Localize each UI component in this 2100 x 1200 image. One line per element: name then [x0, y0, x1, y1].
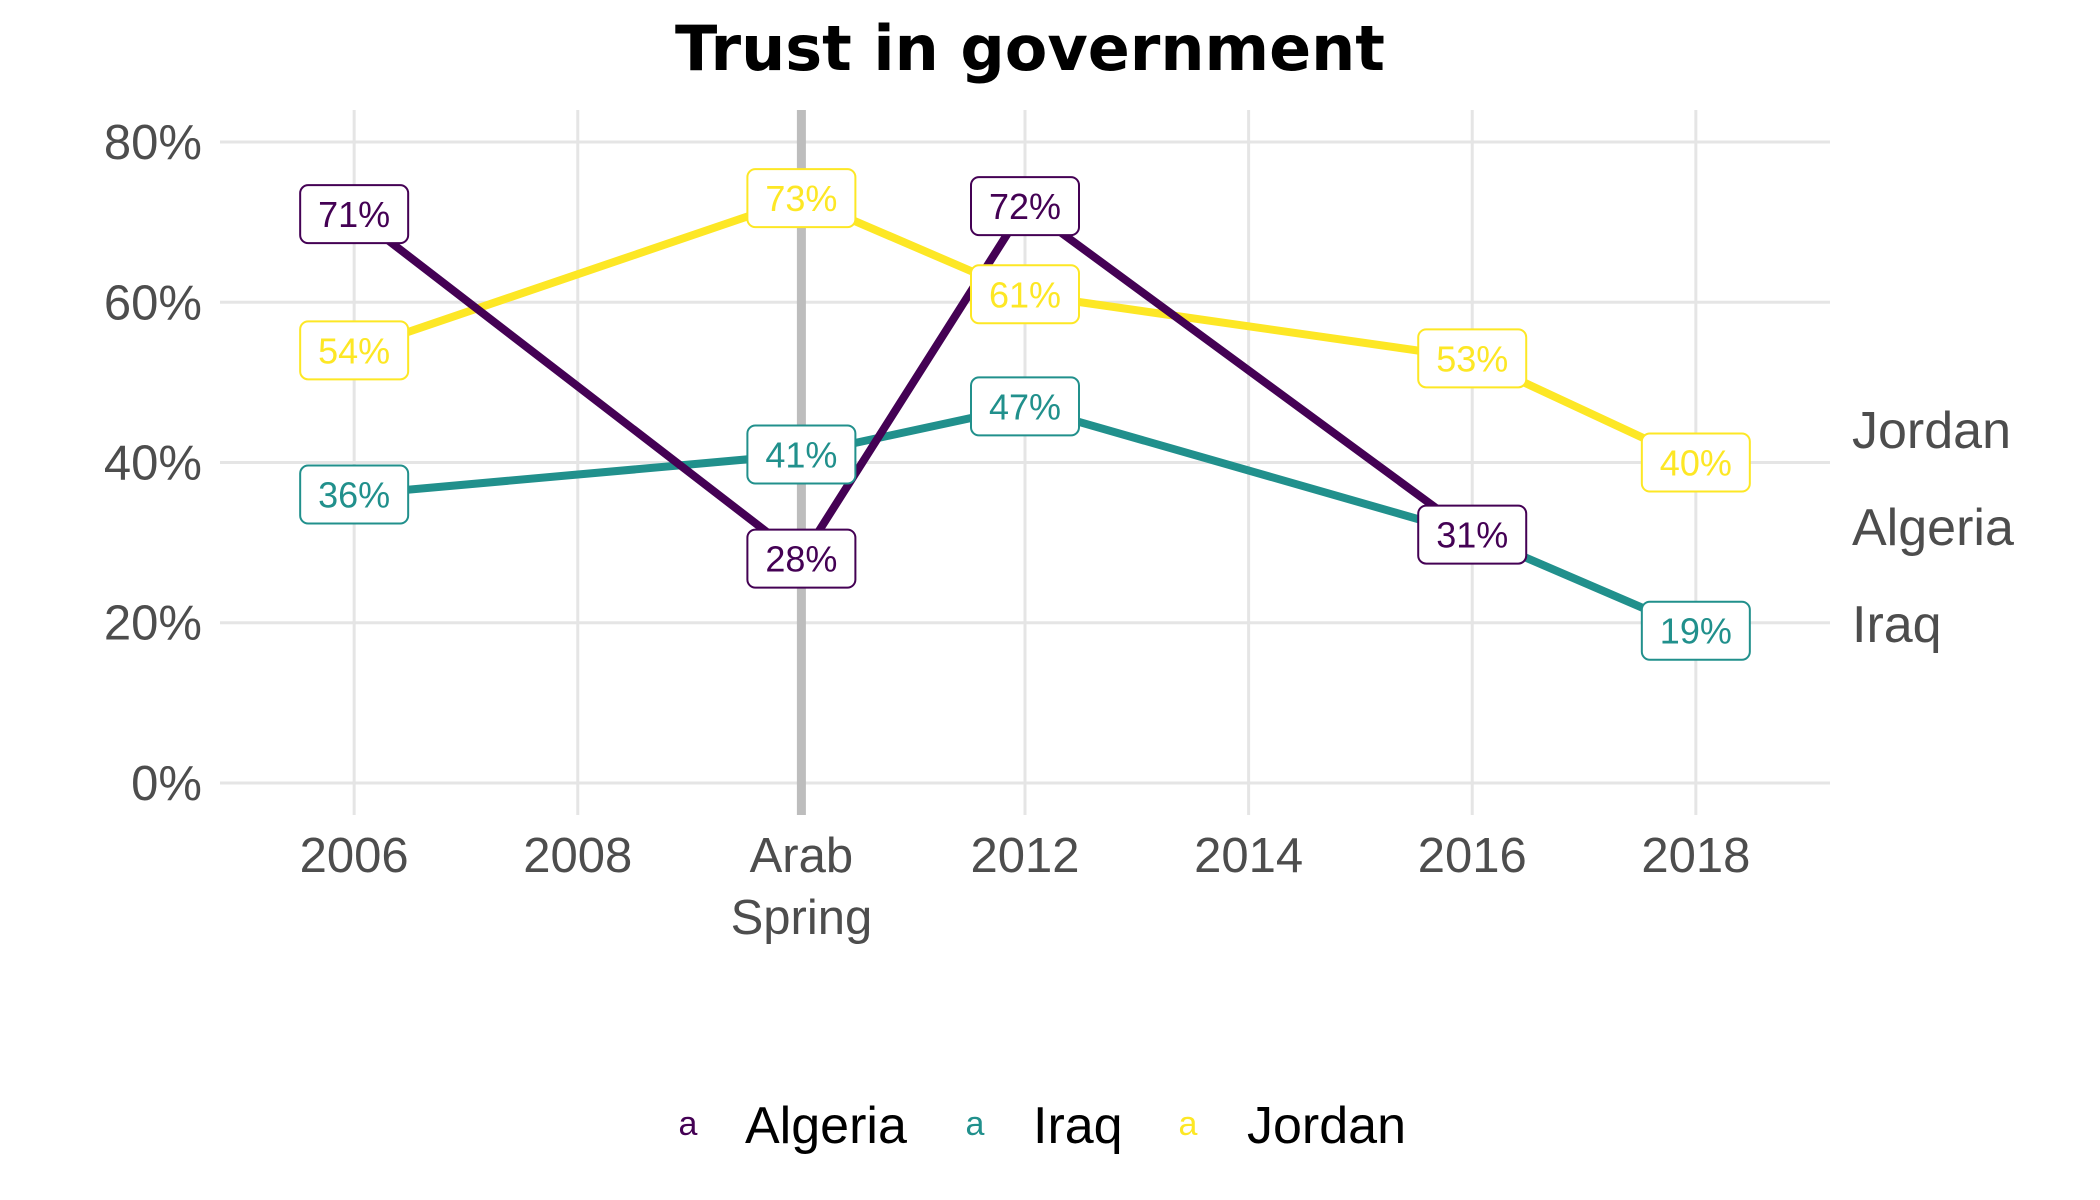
data-label-text: 71%	[318, 194, 390, 235]
data-label-text: 54%	[318, 330, 390, 371]
data-label-box	[970, 176, 1080, 237]
x-tick-label: 2012	[970, 829, 1079, 883]
legend-label: Iraq	[1033, 1097, 1123, 1155]
data-label: 53%	[1417, 328, 1528, 389]
legend-item-algeria: a Algeria	[679, 1097, 907, 1155]
data-label-text: 61%	[989, 274, 1061, 315]
data-label-box	[299, 464, 410, 525]
data-label: 41%	[746, 424, 857, 485]
data-label-box	[746, 528, 857, 589]
y-tick-label: 20%	[104, 597, 202, 651]
end-label-algeria: Algeria	[1852, 499, 2014, 557]
end-label-jordan: Jordan	[1852, 402, 2011, 460]
legend-key: a	[679, 1105, 698, 1143]
x-tick-label: 2008	[523, 829, 632, 883]
legend-item-iraq: a Iraq	[966, 1097, 1123, 1155]
data-label-text: 36%	[318, 475, 390, 516]
x-tick-label: 2018	[1641, 829, 1750, 883]
data-label: 40%	[1640, 432, 1751, 493]
data-label-box	[299, 320, 410, 381]
data-label-box	[970, 264, 1080, 325]
y-tick-label: 80%	[104, 116, 202, 170]
data-label-text: 19%	[1660, 611, 1732, 652]
data-label: 47%	[970, 376, 1080, 437]
data-label-box	[1417, 504, 1528, 565]
legend: a Algeria a Iraq a Jordan	[679, 1097, 1406, 1155]
y-tick-label: 60%	[104, 276, 202, 330]
data-label-text: 28%	[765, 539, 837, 580]
data-label: 71%	[299, 184, 410, 245]
legend-label: Algeria	[745, 1097, 907, 1155]
chart-title: Trust in government	[675, 12, 1385, 85]
legend-item-jordan: a Jordan	[1179, 1097, 1406, 1155]
data-label-box	[970, 376, 1080, 437]
data-label-text: 72%	[989, 186, 1061, 227]
data-label-box	[1417, 328, 1528, 389]
end-label-iraq: Iraq	[1852, 596, 1942, 654]
data-label-text: 47%	[989, 386, 1061, 427]
data-label: 36%	[299, 464, 410, 525]
y-tick-label: 0%	[131, 757, 202, 811]
legend-key: a	[1179, 1105, 1198, 1143]
data-label-text: 53%	[1436, 338, 1508, 379]
data-label-box	[1640, 432, 1751, 493]
data-label-text: 73%	[765, 178, 837, 219]
data-label: 72%	[970, 176, 1080, 237]
legend-key: a	[966, 1105, 985, 1143]
data-label: 31%	[1417, 504, 1528, 565]
data-label-text: 31%	[1436, 515, 1508, 556]
data-label: 61%	[970, 264, 1080, 325]
data-label-text: 41%	[765, 434, 837, 475]
data-label-text: 40%	[1660, 443, 1732, 484]
y-tick-label: 40%	[104, 437, 202, 491]
x-tick-label: 2016	[1418, 829, 1527, 883]
series-line-algeria	[350, 202, 1477, 563]
data-label-box	[1640, 600, 1751, 661]
data-labels: 54% 73% 61% 53% 40% 36% 41% 47% 19% 71% 28% 72% 31%	[299, 168, 1751, 661]
data-label: 28%	[746, 528, 857, 589]
data-label-box	[746, 168, 857, 229]
x-tick-label: Arab Spring	[731, 829, 873, 945]
x-tick-label: 2006	[300, 829, 409, 883]
axes: 0% 20% 40% 60% 80% 2006 2008 Arab Spring 2012 2014…	[104, 116, 1750, 945]
end-labels: Jordan Algeria Iraq	[1852, 402, 2014, 654]
x-tick-label: 2014	[1194, 829, 1303, 883]
legend-label: Jordan	[1247, 1097, 1406, 1155]
data-label: 54%	[299, 320, 410, 381]
data-label: 73%	[746, 168, 857, 229]
data-label-box	[299, 184, 410, 245]
data-label: 19%	[1640, 600, 1751, 661]
data-label-box	[746, 424, 857, 485]
